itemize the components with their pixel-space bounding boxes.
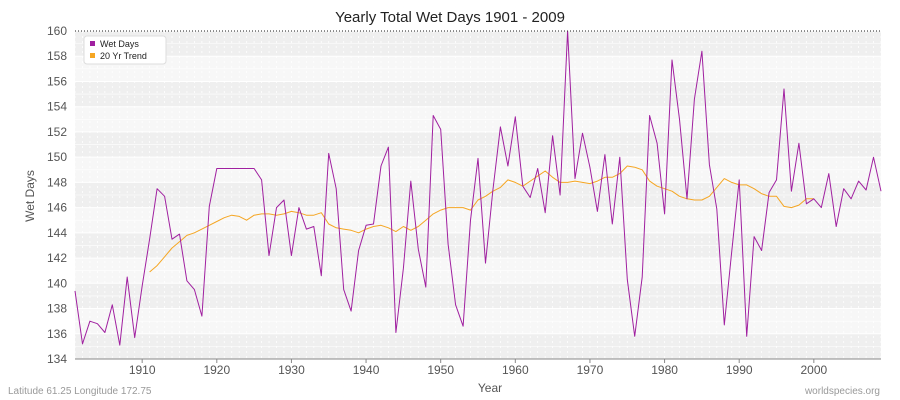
x-tick-label: 1920: [203, 363, 230, 377]
footer-coordinates: Latitude 61.25 Longitude 172.75: [8, 386, 152, 397]
x-tick-label: 1990: [726, 363, 753, 377]
y-tick-label: 154: [47, 100, 67, 114]
y-tick-label: 140: [47, 276, 67, 290]
y-tick-label: 158: [47, 49, 67, 63]
y-tick-label: 150: [47, 150, 67, 164]
y-tick-label: 146: [47, 201, 67, 215]
y-tick-label: 148: [47, 175, 67, 189]
y-tick-label: 144: [47, 226, 67, 240]
x-tick-label: 2000: [800, 363, 827, 377]
x-tick-label: 1960: [502, 363, 529, 377]
chart-title: Yearly Total Wet Days 1901 - 2009: [335, 9, 565, 26]
trend-line: [149, 165, 814, 273]
x-tick-label: 1940: [353, 363, 380, 377]
y-tick-label: 152: [47, 125, 67, 139]
x-tick-label: 1910: [129, 363, 156, 377]
x-axis-ticks: 1910 1920 1930 1940 1950 1960 1970 1980 1990 2000: [129, 359, 828, 377]
legend-label-trend: 20 Yr Trend: [100, 51, 147, 61]
series-layer: [74, 30, 882, 346]
wet-days-line: [74, 30, 882, 346]
legend: Wet Days 20 Yr Trend: [83, 35, 167, 65]
legend-label-wet-days: Wet Days: [100, 39, 139, 49]
x-tick-label: 1980: [651, 363, 678, 377]
footer-source: worldspecies.org: [804, 386, 880, 397]
legend-box: [83, 35, 167, 65]
y-tick-label: 160: [47, 24, 67, 38]
legend-swatch-wet-days: [90, 41, 95, 46]
y-tick-label: 134: [47, 352, 67, 366]
x-axis-label: Year: [478, 381, 502, 395]
y-tick-label: 136: [47, 327, 67, 341]
x-tick-label: 1970: [577, 363, 604, 377]
y-tick-label: 138: [47, 302, 67, 316]
y-axis-label: Wet Days: [23, 170, 37, 222]
y-axis-ticks: 134 136 138 140 142 144 146 148 150 152 154 156 158 1…: [47, 24, 67, 366]
legend-swatch-trend: [90, 53, 95, 58]
x-tick-label: 1930: [278, 363, 305, 377]
x-tick-label: 1950: [427, 363, 454, 377]
y-tick-label: 156: [47, 74, 67, 88]
y-tick-label: 142: [47, 251, 67, 265]
